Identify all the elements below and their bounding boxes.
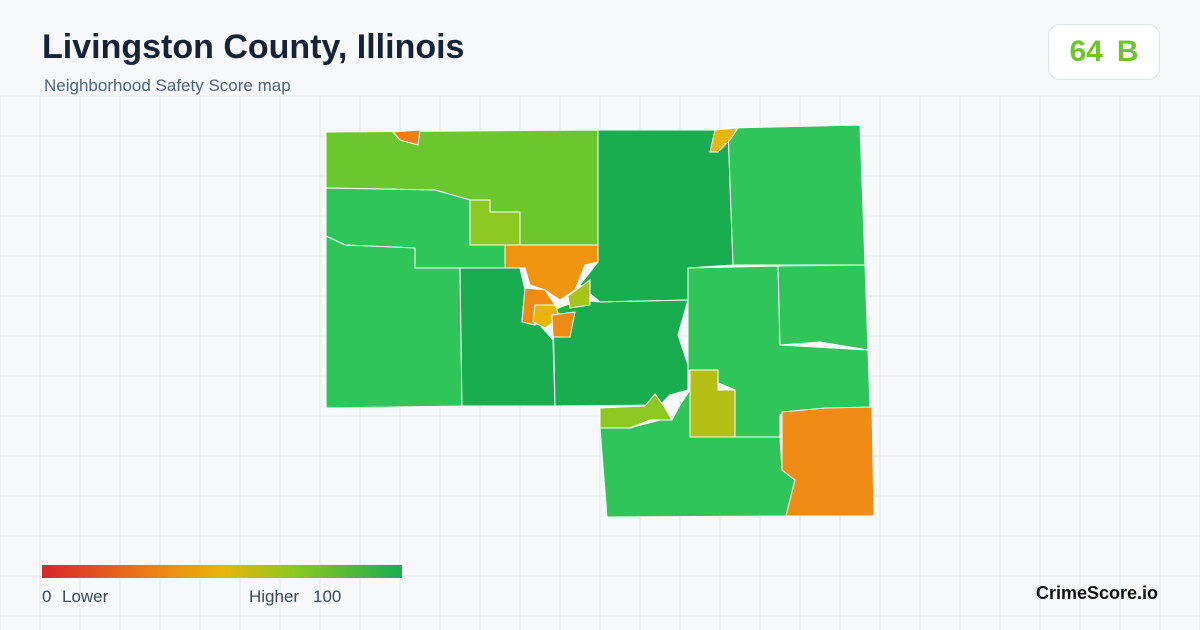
score: 64 [1069,35,1103,68]
legend-gradient [42,565,402,578]
score-badge: 64 B [1048,24,1160,80]
region [727,124,866,266]
legend-max-label: Higher [249,587,300,606]
region [504,244,599,301]
region [709,127,739,153]
grade: B [1116,35,1139,68]
region [781,406,875,517]
region [777,264,869,351]
legend-max: 100 [313,587,342,606]
region [391,129,421,146]
regions [325,124,875,518]
region [469,199,521,246]
region [567,279,591,309]
legend-min-label: Lower [62,587,109,606]
brand: CrimeScore.io [1035,583,1158,603]
subtitle: Neighborhood Safety Score map [44,76,291,95]
legend-min: 0 [42,587,52,606]
title: Livingston County, Illinois [42,28,465,66]
region [551,311,576,338]
region [325,235,463,409]
